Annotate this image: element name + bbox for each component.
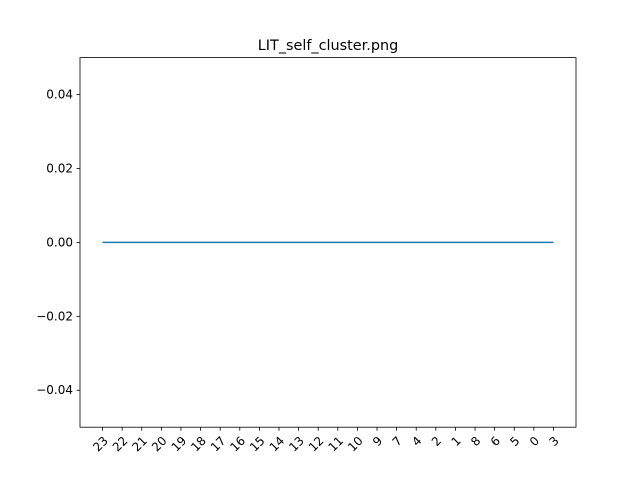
plot-frame (79, 57, 577, 428)
y-axis: −0.04 −0.02 0.00 0.02 0.04 (36, 88, 80, 397)
y-tick-label: 0.04 (46, 88, 73, 102)
y-tick-label: −0.02 (36, 309, 73, 323)
chart-title: LIT_self_cluster.png (258, 38, 398, 54)
y-tick-label: −0.04 (36, 383, 73, 397)
y-tick-label: 0.02 (46, 161, 73, 175)
y-tick-label: 0.00 (46, 235, 73, 249)
